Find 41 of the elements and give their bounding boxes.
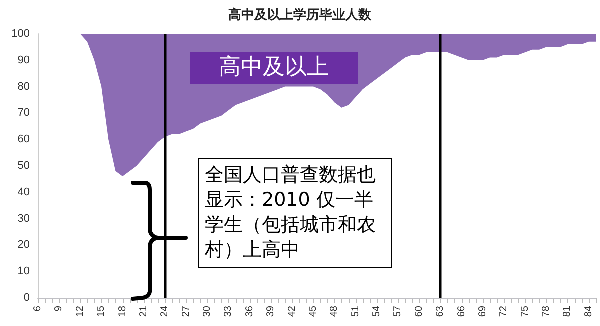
x-tick-label: 39 [266,306,277,318]
x-tick-label: 78 [541,306,552,318]
x-tick-label: 15 [96,306,108,318]
x-tick-label: 54 [372,306,383,318]
x-tick-label: 81 [562,306,574,318]
y-tick-label: 20 [18,239,30,252]
x-tick-label: 69 [477,306,488,318]
x-tick-label: 27 [180,306,192,318]
x-tick-label: 51 [350,306,362,318]
x-tick-label: 63 [435,306,446,318]
x-tick-label: 48 [329,306,340,318]
x-tick-label: 18 [117,306,128,318]
x-tick-label: 30 [202,306,214,318]
y-tick-label: 80 [18,80,30,93]
x-tick-label: 36 [244,306,256,318]
x-tick-label: 24 [160,306,171,318]
y-tick-label: 90 [18,54,30,66]
x-tick-label: 9 [54,306,65,312]
y-tick-label: 40 [18,186,30,198]
chart-title: 高中及以上学历毕业人数 [228,7,372,23]
x-tick-label: 57 [392,306,404,318]
x-tick-label: 66 [456,306,468,318]
x-tick-label: 75 [520,306,531,318]
x-tick-label: 72 [498,306,510,318]
y-tick-label: 100 [12,28,30,40]
y-tick-label: 70 [18,107,30,120]
x-tick-label: 21 [138,306,150,318]
x-tick-label: 6 [32,306,44,312]
y-tick-label: 10 [18,266,30,278]
x-tick-label: 45 [308,306,319,318]
y-tick-label: 30 [18,212,30,225]
x-tick-label: 60 [414,306,425,318]
y-tick-label: 50 [18,160,30,172]
x-tick-label: 84 [583,306,594,318]
x-tick-label: 12 [74,306,86,318]
annotation: 全国人口普查数据也显示：2010 仅一半学生（包括城市和农村）上高中 [198,158,392,268]
annotation: 高中及以上 [190,52,358,84]
y-tick-label: 60 [18,134,30,146]
y-tick-label: 0 [24,292,30,304]
x-tick-label: 42 [286,306,298,318]
x-tick-label: 33 [223,306,234,318]
